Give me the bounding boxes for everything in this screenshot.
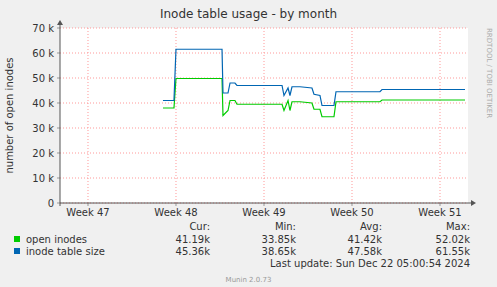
line (163, 79, 465, 117)
legend-header: Cur: (189, 221, 210, 232)
grid-line (352, 28, 353, 203)
grid-line (440, 28, 441, 203)
legend-header: Max: (446, 221, 470, 232)
axis-arrow (471, 200, 476, 206)
legend-stat: 61.55k (436, 246, 471, 257)
axis-arrow (57, 20, 63, 25)
y-axis (60, 24, 61, 206)
tick-label: Week 48 (154, 207, 197, 218)
tick-label: Week 47 (66, 207, 109, 218)
grid-line (60, 153, 468, 154)
grid-line (264, 28, 265, 203)
tick-label: 10 k (32, 173, 54, 184)
grid-line (60, 78, 468, 79)
legend-header: Avg: (360, 221, 382, 232)
tick-label: Week 51 (418, 207, 461, 218)
title: Inode table usage - by month (160, 7, 337, 21)
tick-label: 30 k (32, 123, 54, 134)
legend-stat: 45.36k (176, 246, 211, 257)
last-update: Last update: Sun Dec 22 05:00:54 2024 (270, 258, 470, 269)
legend-swatch (14, 236, 20, 242)
chart: Inode table usage - by month number of op… (0, 0, 497, 287)
legend-header: Min: (275, 221, 296, 232)
tick-label: Week 49 (242, 207, 285, 218)
legend-stat: 41.42k (348, 234, 383, 245)
tick-label: 60 k (32, 48, 54, 59)
tick-label: 40 k (32, 98, 54, 109)
legend-label: inode table size (26, 246, 105, 257)
x-axis (60, 203, 472, 204)
legend-stat: 47.58k (348, 246, 383, 257)
tick-label: 20 k (32, 148, 54, 159)
tick-label: 70 k (32, 23, 54, 34)
line (163, 49, 465, 105)
credit: Munin 2.0.73 (226, 276, 272, 284)
plot-area (60, 28, 468, 203)
legend-swatch (14, 248, 20, 254)
background (0, 0, 497, 287)
tick-label: 50 k (32, 73, 54, 84)
y-axis-label: number of open inodes (4, 57, 15, 173)
tick-label: 0 (48, 198, 54, 209)
watermark: RRDTOOL / TOBI OETIKER (485, 28, 493, 118)
legend-stat: 38.65k (262, 246, 297, 257)
legend-stat: 41.19k (176, 234, 211, 245)
grid-line (87, 28, 88, 203)
legend-stat: 33.85k (262, 234, 297, 245)
legend-label: open inodes (26, 234, 87, 245)
tick-label: Week 50 (330, 207, 373, 218)
legend-stat: 52.02k (436, 234, 471, 245)
series-group (163, 49, 465, 117)
